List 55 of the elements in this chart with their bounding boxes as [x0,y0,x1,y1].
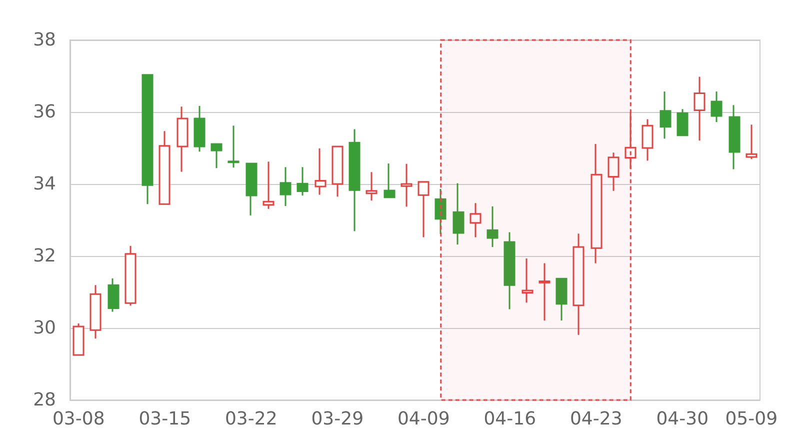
candlestick [280,166,292,207]
candlestick [538,262,550,322]
candlestick [72,322,84,356]
candlestick [504,231,516,310]
candlestick [366,171,378,202]
candlestick [400,163,412,208]
candlestick [210,143,222,169]
candlestick [158,130,170,205]
y-tick-label: 32 [33,246,56,266]
candlestick [660,90,672,140]
candlestick [572,232,584,336]
candlestick [262,160,274,210]
candlestick [124,245,136,306]
x-tick-label: 04-23 [570,408,622,430]
candlestick [108,278,120,313]
candlestick [332,146,344,198]
candlestick [590,143,602,264]
y-tick-label: 38 [33,30,56,50]
candlestick [624,111,636,170]
candlestick [710,90,722,123]
candlestick [296,166,308,196]
x-tick-label: 05-09 [725,408,778,430]
x-tick-label: 04-16 [484,408,536,430]
candlestick [384,162,396,198]
candlestick [642,118,654,162]
x-tick-label: 04-30 [656,408,709,430]
y-tick-label: 30 [33,318,56,338]
candlestick [486,206,498,248]
candlestick [194,105,206,152]
candlestick [142,74,154,205]
candlestick [348,128,360,232]
x-tick-label: 03-29 [311,408,364,430]
candlestick [676,108,688,136]
x-tick-label: 03-08 [52,408,105,430]
x-tick-label: 03-15 [138,408,192,430]
y-tick-label: 36 [33,102,56,122]
candlestick [556,278,568,322]
candlestick [746,124,758,160]
y-tick-label: 28 [33,390,56,410]
candlestick [522,258,534,304]
candlestick [314,148,326,196]
candlestick [246,162,258,216]
candlestick [176,106,188,173]
candlestick [452,182,464,246]
candlestick [418,181,430,238]
candlestick [694,76,706,142]
candlestick [90,284,102,340]
y-tick-label: 34 [33,174,56,194]
candlestick [434,188,446,235]
candlestick [608,152,620,192]
candlestick [728,104,740,170]
x-tick-label: 04-09 [397,408,450,430]
candlestick [470,202,482,238]
candlestick [228,124,240,168]
x-tick-label: 03-22 [224,408,278,430]
